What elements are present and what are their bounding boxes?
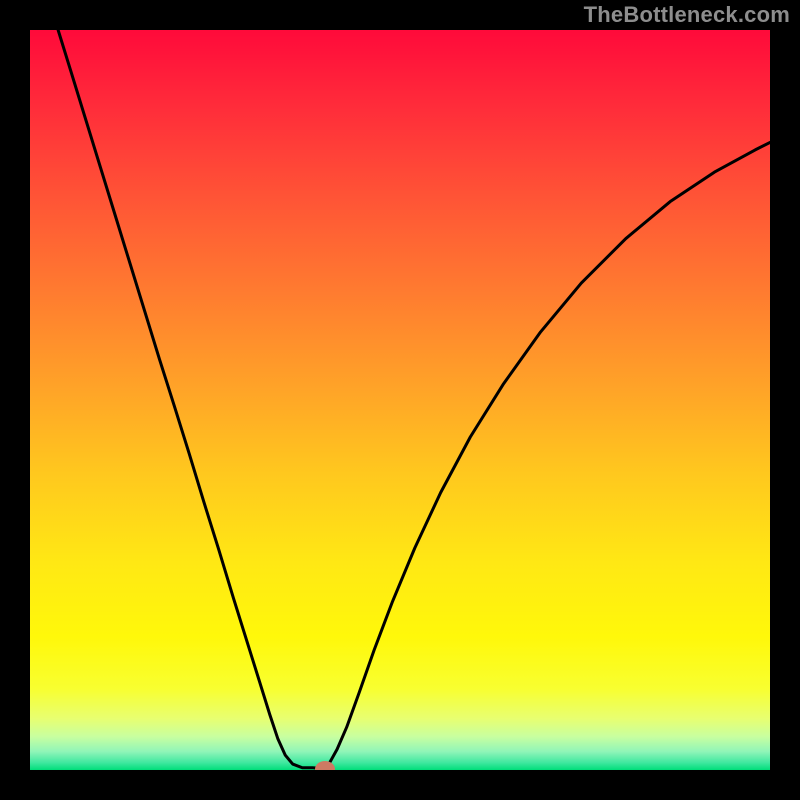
plot-area — [30, 30, 770, 770]
chart-container: TheBottleneck.com — [0, 0, 800, 800]
optimum-marker — [315, 761, 335, 770]
watermark-text: TheBottleneck.com — [584, 2, 790, 28]
bottleneck-curve — [30, 30, 770, 770]
